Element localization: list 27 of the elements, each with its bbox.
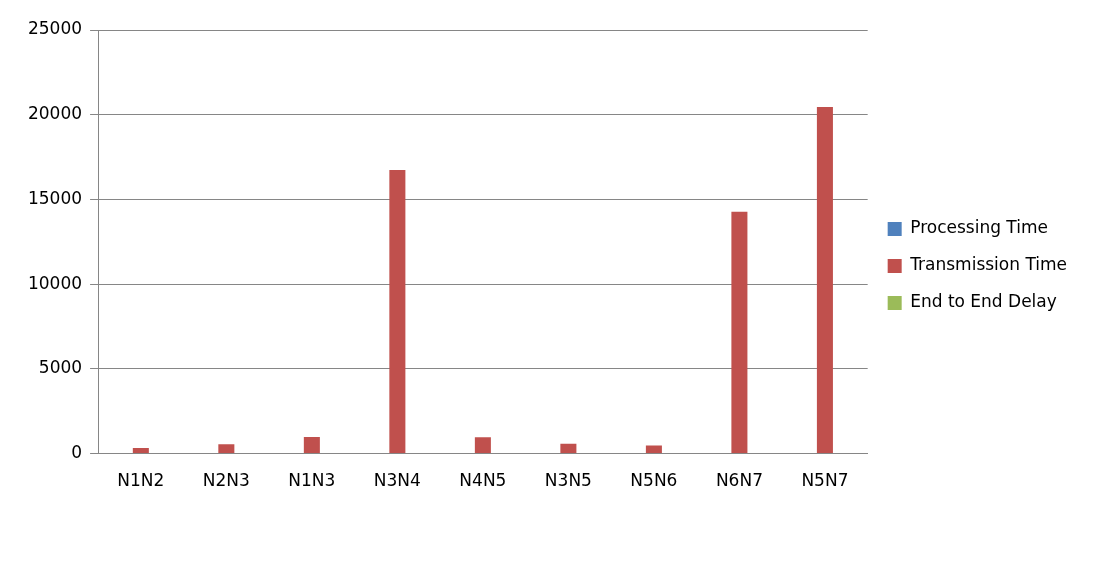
x-tick-label: N4N5 (459, 470, 507, 491)
bar (560, 443, 577, 454)
legend-label: End to End Delay (910, 291, 1057, 312)
y-tick-label: 25000 (27, 18, 83, 39)
x-tick-label: N1N2 (117, 470, 165, 491)
bar (218, 444, 235, 454)
y-tick-label: 5000 (38, 357, 83, 378)
bar (389, 169, 406, 454)
legend-label: Processing Time (910, 217, 1048, 238)
bar (132, 448, 149, 454)
x-tick-label: N3N5 (544, 470, 592, 491)
y-tick-label: 20000 (27, 103, 83, 124)
x-tick-label: N6N7 (715, 470, 763, 491)
bar (303, 436, 320, 454)
legend-label: Transmission Time (909, 254, 1067, 275)
x-tick-label: N1N3 (288, 470, 336, 491)
x-tick-label: N5N6 (630, 470, 678, 491)
x-tick-label: N2N3 (202, 470, 250, 491)
bar (731, 211, 748, 454)
y-tick-label: 0 (71, 442, 83, 463)
bar (645, 445, 662, 454)
x-tick-label: N5N7 (801, 470, 849, 491)
y-tick-label: 10000 (27, 272, 83, 293)
y-tick-label: 15000 (27, 187, 83, 208)
bar (474, 437, 491, 454)
bar (816, 107, 833, 454)
x-tick-label: N3N4 (373, 470, 421, 491)
